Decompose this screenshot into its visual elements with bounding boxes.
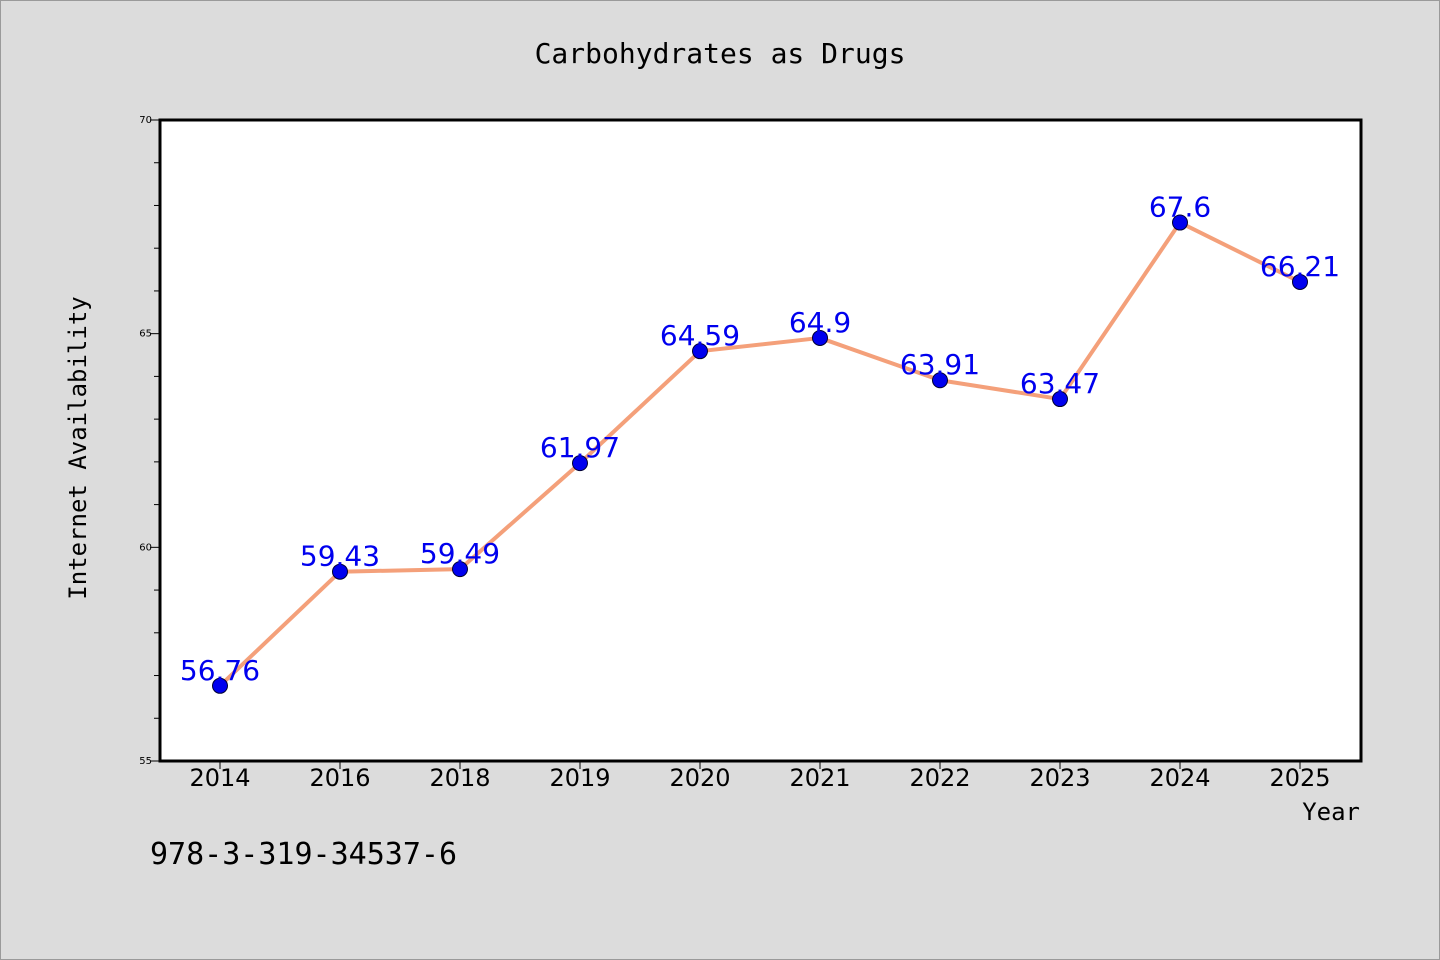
footer-isbn: 978-3-319-34537-6 [150,837,457,872]
data-label: 59.49 [420,537,500,570]
x-tick-label: 2019 [549,764,610,792]
data-point [332,563,348,580]
chart-title: Carbohydrates as Drugs [535,37,906,70]
plot-area [158,118,1363,763]
data-point [1052,391,1068,408]
data-label: 67.6 [1149,191,1211,224]
series-line [218,220,1302,688]
x-tick-label: 2025 [1269,764,1330,792]
y-axis-ticks: 55 60 65 70 [139,115,160,767]
data-point [1172,214,1188,231]
x-tick-label: 2023 [1029,764,1090,792]
data-label: 66.21 [1260,250,1340,283]
x-axis-ticks: 2014 2016 2018 2019 2020 2021 2022 2023 2024 2025 [189,761,1331,792]
data-point [452,561,468,578]
data-point [572,455,588,472]
data-point [932,372,948,389]
y-tick-label: 55 [139,756,152,767]
x-tick-label: 2016 [309,764,370,792]
data-points [212,214,1308,694]
data-label: 64.9 [789,306,851,339]
x-tick-label: 2020 [669,764,730,792]
data-labels: 56.76 59.43 59.49 61.97 64.59 64.9 63.91 63.47 6… [180,191,1340,687]
x-axis-label: Year [1302,798,1360,826]
series-line-group [218,220,1302,688]
x-tick-label: 2022 [909,764,970,792]
data-point [1292,273,1308,290]
data-label: 63.47 [1020,367,1100,400]
data-label: 63.91 [900,348,980,381]
x-tick-label: 2024 [1149,764,1210,792]
data-label: 61.97 [540,431,620,464]
data-label: 59.43 [300,540,380,573]
y-tick-label: 65 [139,329,152,340]
data-label: 56.76 [180,654,260,687]
y-tick-label: 70 [139,115,152,126]
data-label: 64.59 [660,319,740,352]
x-tick-label: 2014 [189,764,250,792]
data-point [212,677,228,694]
x-tick-label: 2021 [789,764,850,792]
y-axis-label: Internet Availability [64,296,92,599]
data-point [692,343,708,360]
x-tick-label: 2018 [429,764,490,792]
data-point [812,329,828,346]
y-tick-label: 60 [139,542,152,553]
